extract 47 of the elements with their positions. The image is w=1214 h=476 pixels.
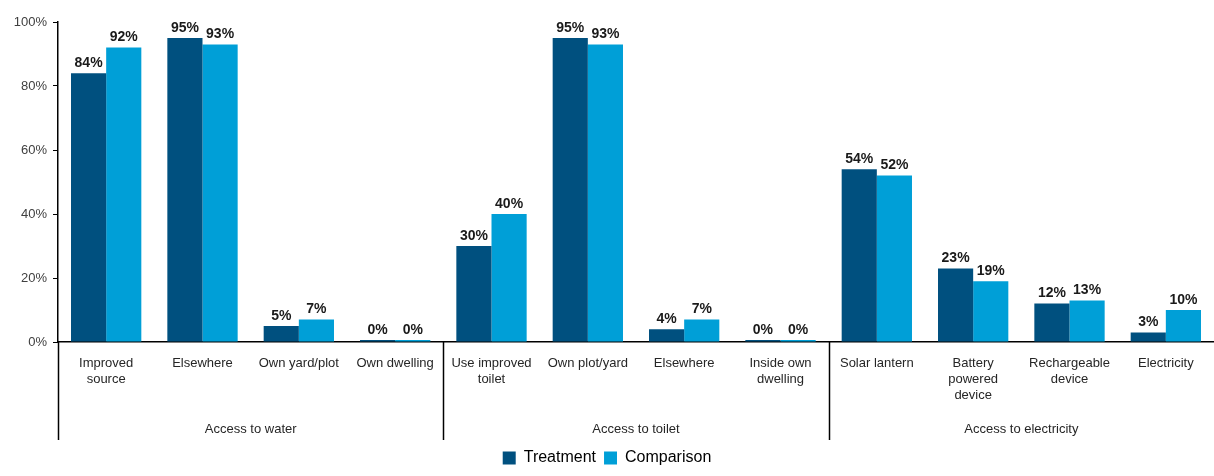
data-label: 84%: [74, 54, 104, 71]
data-label: 93%: [591, 25, 620, 42]
y-tick-label: 100%: [13, 13, 48, 29]
data-label: 5%: [271, 306, 292, 323]
data-label: 23%: [941, 249, 971, 266]
data-label: 0%: [402, 320, 424, 337]
data-label: 13%: [1073, 281, 1102, 298]
y-tick-label: 40%: [20, 205, 48, 221]
x-tick-label: Own yard/plot: [258, 355, 340, 371]
data-label: 7%: [691, 300, 713, 317]
text: Access to water: [204, 420, 298, 436]
data-label: 19%: [976, 262, 1006, 279]
x-tick-label: Improved source: [79, 355, 134, 386]
data-label: 54%: [845, 150, 874, 167]
data-label: 52%: [880, 156, 909, 173]
x-tick-label: Solar lantern: [839, 355, 914, 371]
x-tick-label: Inside own dwelling: [749, 355, 812, 386]
x-tick-label: Battery powered device: [948, 355, 999, 402]
x-tick-label: Own plot/yard: [547, 355, 628, 371]
data-label: 12%: [1037, 284, 1067, 301]
data-label: 7%: [306, 300, 328, 317]
x-tick-label: Own dwelling: [356, 355, 434, 371]
data-label: 0%: [752, 320, 774, 337]
x-tick-label: Use improved toilet: [451, 355, 532, 386]
data-label: 30%: [459, 226, 489, 243]
data-label: 95%: [170, 18, 200, 35]
y-tick-label: 0%: [28, 333, 48, 349]
x-tick-label: Electricity: [1138, 355, 1195, 371]
legend-label: Treatment: [523, 448, 597, 466]
data-label: 95%: [556, 18, 585, 35]
data-label: 10%: [1169, 290, 1198, 307]
data-label: 3%: [1138, 313, 1159, 330]
data-label: 4%: [656, 310, 678, 327]
data-label: 92%: [109, 28, 139, 45]
x-tick-label: Elsewhere: [653, 355, 715, 371]
x-tick-label: Elsewhere: [172, 355, 233, 371]
legend-label: Comparison: [625, 448, 712, 466]
text: Access to toilet: [592, 420, 681, 436]
y-tick-label: 80%: [20, 77, 48, 93]
y-tick-label: 20%: [20, 269, 48, 285]
data-label: 0%: [787, 320, 809, 337]
y-tick-label: 60%: [20, 141, 48, 157]
x-tick-label: Rechargeable device: [1029, 355, 1110, 386]
text: Access to electricity: [964, 420, 1079, 436]
data-label: 40%: [495, 194, 524, 211]
data-label: 0%: [367, 320, 389, 337]
data-label: 93%: [206, 25, 235, 42]
